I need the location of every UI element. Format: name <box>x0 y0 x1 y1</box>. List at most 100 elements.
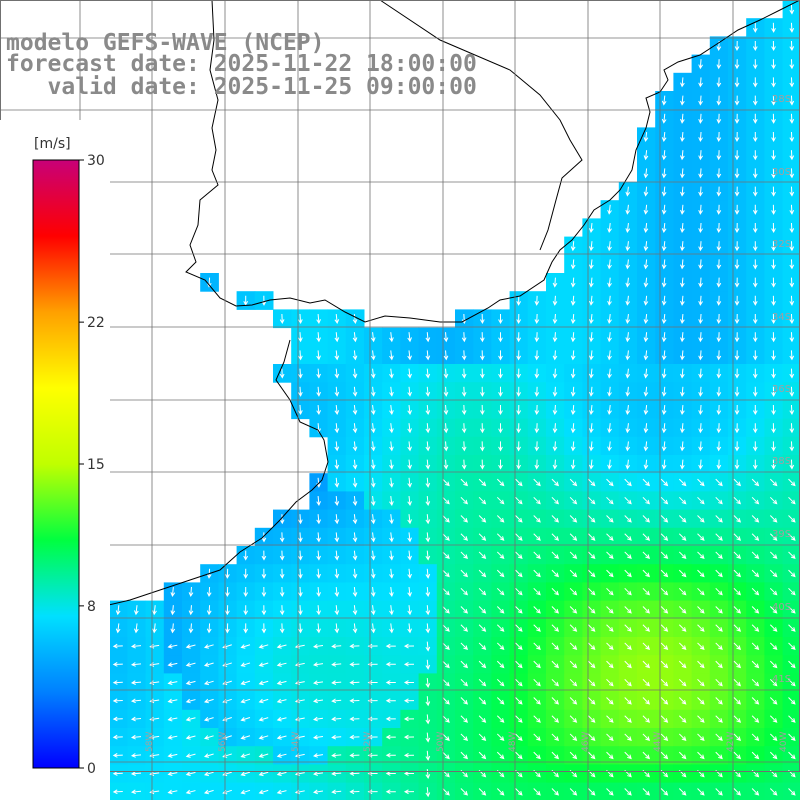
wind-arrow <box>751 733 760 742</box>
wind-arrow <box>240 717 251 722</box>
wind-arrow <box>460 642 469 651</box>
wind-arrow <box>276 789 287 795</box>
wind-arrow <box>352 350 358 361</box>
wind-arrow <box>680 168 685 179</box>
wind-arrow <box>130 716 142 722</box>
wind-arrow <box>569 606 578 614</box>
wind-arrow <box>715 496 723 505</box>
wind-arrow <box>769 533 778 541</box>
wind-arrow <box>570 350 576 361</box>
wind-arrow <box>769 478 778 487</box>
wind-arrow <box>515 606 523 614</box>
wind-arrow <box>279 532 285 543</box>
wind-arrow <box>496 478 505 487</box>
wind-arrow <box>442 551 450 560</box>
wind-arrow <box>516 386 522 397</box>
wind-arrow <box>570 277 576 288</box>
wind-arrow <box>389 550 394 561</box>
wind-arrow <box>370 605 376 616</box>
wind-arrow <box>715 715 723 723</box>
wind-arrow <box>569 788 578 796</box>
wind-arrow <box>624 551 632 560</box>
wind-arrow <box>461 368 467 379</box>
wind-arrow <box>680 368 685 379</box>
wind-arrow <box>716 368 722 379</box>
wind-arrow <box>370 623 376 634</box>
longitude-label: 48W <box>508 732 518 752</box>
wind-arrow <box>660 642 669 651</box>
wind-arrow <box>661 295 667 306</box>
wind-arrow <box>734 77 740 88</box>
wind-arrow <box>385 716 396 722</box>
wind-arrow <box>185 753 196 758</box>
wind-arrow <box>678 533 687 541</box>
wind-arrow <box>551 751 560 760</box>
wind-arrow <box>331 643 342 649</box>
wind-arrow <box>734 40 740 52</box>
wind-arrow <box>606 533 614 541</box>
wind-arrow <box>460 496 469 505</box>
colorbar-unit: [m/s] <box>34 136 71 152</box>
wind-arrow <box>569 642 578 651</box>
wind-arrow <box>298 568 303 579</box>
wind-arrow <box>276 698 287 704</box>
wind-arrow <box>203 680 214 686</box>
wind-arrow <box>352 368 358 379</box>
wind-arrow <box>752 59 758 70</box>
wind-arrow <box>771 150 776 161</box>
wind-arrow <box>443 332 449 343</box>
coastline-path <box>185 0 800 323</box>
wind-arrow <box>660 606 669 614</box>
wind-arrow <box>788 642 796 651</box>
wind-arrow <box>130 698 142 704</box>
wind-arrow <box>389 350 394 361</box>
wind-arrow <box>643 386 649 397</box>
wind-arrow <box>697 587 705 596</box>
wind-arrow <box>570 295 576 306</box>
wind-arrow <box>771 204 776 215</box>
wind-arrow <box>751 533 760 541</box>
wind-arrow <box>716 295 722 306</box>
wind-arrow <box>407 623 412 634</box>
wind-arrow <box>569 569 578 578</box>
wind-arrow <box>334 514 340 525</box>
wind-arrow <box>461 441 467 452</box>
wind-arrow <box>425 677 431 689</box>
wind-arrow <box>498 313 503 325</box>
wind-arrow <box>442 569 450 578</box>
colorbar-tick-label: 8 <box>87 599 96 615</box>
wind-arrow <box>751 715 760 723</box>
wind-arrow <box>551 533 560 541</box>
wind-arrow <box>660 624 669 632</box>
wind-arrow <box>751 569 760 578</box>
wind-arrow <box>479 404 485 416</box>
wind-arrow <box>331 734 342 740</box>
wind-arrow <box>167 662 178 667</box>
wind-arrow <box>625 186 631 197</box>
wind-arrow <box>442 533 450 541</box>
wind-arrow <box>734 386 740 397</box>
wind-arrow <box>442 515 450 523</box>
wind-arrow <box>771 59 776 70</box>
wind-arrow <box>334 332 340 343</box>
wind-arrow <box>442 624 450 632</box>
wind-arrow <box>643 295 649 306</box>
wind-arrow <box>698 423 703 434</box>
wind-arrow <box>261 550 267 561</box>
wind-arrow <box>334 423 340 434</box>
wind-arrow <box>461 459 467 470</box>
wind-arrow <box>407 350 412 361</box>
wind-arrow <box>203 662 214 667</box>
wind-arrow <box>680 332 685 343</box>
wind-arrow <box>316 586 321 598</box>
wind-arrow <box>698 295 703 306</box>
wind-arrow <box>461 404 467 416</box>
forecast-date: forecast date: 2025-11-22 18:00:00 <box>6 51 477 77</box>
wind-arrow <box>130 680 142 685</box>
wind-arrow <box>185 680 196 686</box>
wind-arrow <box>425 477 431 488</box>
wind-arrow <box>515 697 523 705</box>
wind-arrow <box>606 515 614 523</box>
wind-arrow <box>660 751 669 760</box>
wind-arrow <box>331 662 342 667</box>
